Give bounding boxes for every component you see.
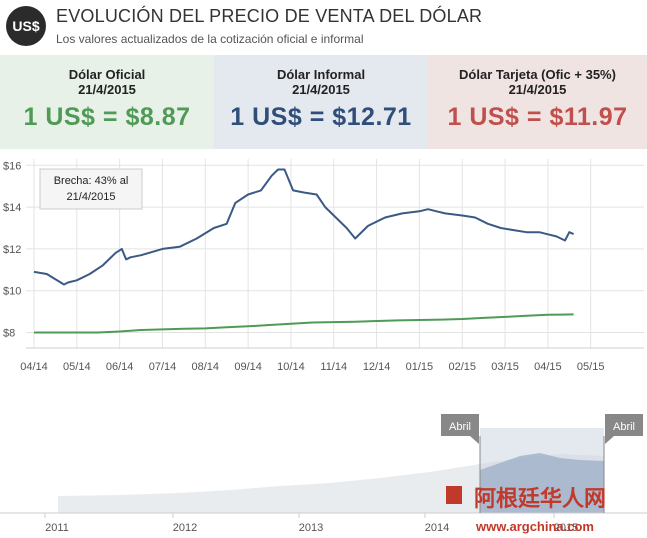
navigator-background-area bbox=[58, 454, 604, 513]
card-informal: Dólar Informal 21/4/2015 1 US$ = $12.71 bbox=[214, 55, 428, 149]
x-tick-label: 04/14 bbox=[20, 361, 48, 373]
card-tarjeta-value: 1 US$ = $11.97 bbox=[447, 103, 628, 131]
y-tick-label: $12 bbox=[3, 244, 21, 256]
x-tick-label: 04/15 bbox=[534, 361, 562, 373]
x-tick-label: 09/14 bbox=[234, 361, 262, 373]
navigator-label-left-text: Abril bbox=[449, 421, 471, 433]
navigator-label-right[interactable]: Abril bbox=[605, 414, 643, 444]
x-tick-label: 11/14 bbox=[320, 361, 347, 373]
card-oficial-label: Dólar Oficial bbox=[68, 67, 146, 82]
navigator-label-right-text: Abril bbox=[613, 421, 635, 433]
tooltip-line-1: Brecha: 43% al bbox=[54, 175, 129, 187]
x-tick-label: 07/14 bbox=[149, 361, 177, 373]
card-oficial-value: 1 US$ = $8.87 bbox=[23, 103, 191, 131]
range-navigator[interactable]: Abril Abril 2011 2012 2013 2014 2015 阿根廷华人网 … bbox=[0, 398, 647, 538]
x-tick-label: 01/15 bbox=[406, 361, 434, 373]
x-tick-label: 05/14 bbox=[63, 361, 91, 373]
x-tick-label: 05/15 bbox=[577, 361, 605, 373]
tooltip-line-2: 21/4/2015 bbox=[67, 191, 116, 203]
navigator-year-label: 2013 bbox=[299, 522, 323, 534]
x-tick-label: 02/15 bbox=[448, 361, 476, 373]
series-line-informal[interactable] bbox=[33, 168, 575, 286]
card-informal-value: 1 US$ = $12.71 bbox=[230, 103, 412, 131]
x-tick-label: 12/14 bbox=[363, 361, 391, 373]
x-tick-label: 10/14 bbox=[277, 361, 305, 373]
navigator-year-label: 2011 bbox=[45, 522, 69, 534]
page-subtitle: Los valores actualizados de la cotizació… bbox=[56, 32, 364, 46]
y-tick-label: $10 bbox=[3, 286, 21, 298]
y-tick-label: $8 bbox=[3, 328, 15, 340]
watermark: 阿根廷华人网 www.argchina.com bbox=[446, 486, 606, 534]
y-tick-label: $16 bbox=[3, 160, 21, 172]
x-tick-label: 08/14 bbox=[192, 361, 220, 373]
rate-cards: Dólar Oficial 21/4/2015 1 US$ = $8.87 Dó… bbox=[0, 55, 647, 149]
series-line-oficial[interactable] bbox=[34, 313, 574, 334]
card-oficial-date: 21/4/2015 bbox=[78, 82, 136, 97]
navigator-label-left[interactable]: Abril bbox=[441, 414, 479, 444]
watermark-logo-mark bbox=[446, 486, 462, 504]
card-tarjeta-date: 21/4/2015 bbox=[508, 82, 567, 97]
page-title: EVOLUCIÓN DEL PRECIO DE VENTA DEL DÓLAR bbox=[56, 6, 483, 26]
x-tick-label: 06/14 bbox=[106, 361, 134, 373]
watermark-url-text: www.argchina.com bbox=[475, 519, 594, 534]
card-informal-label: Dólar Informal bbox=[276, 67, 366, 82]
y-tick-label: $14 bbox=[3, 202, 21, 214]
navigator-selected-area bbox=[480, 453, 604, 513]
watermark-logo-text: 阿根廷华人网 bbox=[474, 486, 606, 511]
dollar-logo-icon: US$ bbox=[6, 6, 46, 46]
navigator-year-label: 2015 bbox=[554, 522, 578, 534]
card-tarjeta-label: Dólar Tarjeta (Ofic + 35%) bbox=[459, 67, 616, 82]
card-tarjeta: Dólar Tarjeta (Ofic + 35%) 21/4/2015 1 U… bbox=[428, 55, 647, 149]
card-oficial: Dólar Oficial 21/4/2015 1 US$ = $8.87 bbox=[0, 55, 214, 149]
navigator-year-label: 2014 bbox=[425, 522, 449, 534]
x-tick-label: 03/15 bbox=[491, 361, 519, 373]
card-informal-date: 21/4/2015 bbox=[292, 82, 350, 97]
navigator-year-label: 2012 bbox=[173, 522, 197, 534]
gap-tooltip: Brecha: 43% al 21/4/2015 bbox=[39, 168, 143, 210]
price-chart[interactable]: $8 $10 $12 $14 $16 04/14 05/14 06/14 07/14 08/14… bbox=[0, 155, 647, 385]
header: US$ EVOLUCIÓN DEL PRECIO DE VENTA DEL DÓ… bbox=[0, 0, 647, 52]
